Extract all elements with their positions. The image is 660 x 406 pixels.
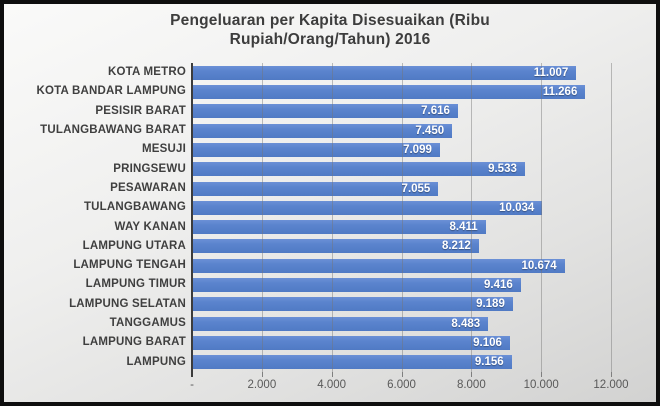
gridline	[471, 63, 473, 372]
category-label: LAMPUNG SELATAN	[69, 297, 186, 310]
bar[interactable]	[192, 355, 512, 370]
bar[interactable]	[192, 316, 489, 331]
x-axis-tick-mark	[401, 372, 403, 377]
category-label: KOTA BANDAR LAMPUNG	[36, 85, 186, 98]
bar-value-label: 8.483	[451, 317, 481, 330]
bar[interactable]	[192, 278, 521, 293]
bar[interactable]	[192, 239, 479, 254]
gridline	[401, 63, 403, 372]
x-axis-tick-label: 8.000	[456, 379, 486, 391]
bar-value-label: 7.450	[415, 124, 445, 137]
bar-value-label: 11.266	[542, 85, 578, 98]
category-label: MESUJI	[141, 143, 186, 156]
bar[interactable]	[192, 123, 453, 138]
x-axis-tick-mark	[261, 372, 263, 377]
bar-value-label: 9.533	[488, 163, 517, 176]
category-label: PRINGSEWU	[113, 162, 186, 175]
x-axis-tick-label: 4.000	[317, 379, 347, 391]
bar-value-label: 9.106	[473, 337, 502, 350]
category-label: PESAWARAN	[110, 181, 186, 194]
gridline	[331, 63, 333, 372]
bar[interactable]	[192, 220, 486, 235]
bar-value-label: 7.099	[403, 143, 432, 156]
bar[interactable]	[192, 65, 577, 80]
x-axis-tick-mark	[471, 372, 473, 377]
bar-value-label: 9.156	[474, 356, 504, 369]
category-label: KOTA METRO	[107, 66, 186, 78]
gridline	[541, 63, 543, 372]
bar-value-label: 10.674	[521, 259, 557, 272]
category-label: TANGGAMUS	[109, 317, 186, 330]
x-axis-tick-mark	[611, 372, 612, 377]
chart-title-line1: Pengeluaran per Kapita Disesuaikan (Ribu	[170, 12, 490, 29]
bar[interactable]	[192, 258, 565, 273]
bar[interactable]	[192, 84, 586, 99]
category-label: PESISIR BARAT	[95, 104, 186, 117]
bar[interactable]	[192, 104, 458, 119]
chart-title: Pengeluaran per Kapita Disesuaikan (Ribu…	[0, 11, 660, 49]
bar[interactable]	[192, 297, 513, 312]
bar-value-label: 11.007	[533, 66, 569, 79]
x-axis-tick-label: 10.000	[523, 379, 559, 391]
x-axis-tick-label: 6.000	[387, 379, 416, 391]
chart-title-line2: Rupiah/Orang/Tahun) 2016	[229, 31, 431, 48]
bar-value-label: 8.212	[441, 240, 471, 253]
category-label: LAMPUNG TENGAH	[73, 259, 186, 272]
x-axis-tick-label: 2.000	[247, 379, 277, 391]
category-label: WAY KANAN	[114, 220, 186, 233]
bar[interactable]	[192, 336, 510, 351]
category-label: LAMPUNG	[126, 355, 186, 368]
bar[interactable]	[192, 181, 439, 196]
x-axis-tick-mark	[331, 372, 333, 377]
category-label: TULANGBAWANG	[83, 201, 186, 214]
category-label: LAMPUNG TIMUR	[85, 278, 186, 291]
x-axis-tick-label: -	[190, 379, 194, 391]
bar-value-label: 7.616	[421, 105, 450, 118]
bar[interactable]	[192, 162, 525, 177]
bar-value-label: 9.416	[483, 279, 513, 292]
x-axis-tick-label: 12.000	[593, 379, 629, 391]
gridline	[261, 63, 263, 372]
y-axis-line	[191, 63, 193, 377]
category-label: LAMPUNG BARAT	[82, 336, 186, 349]
category-label: LAMPUNG UTARA	[82, 239, 186, 252]
bar-value-label: 8.411	[449, 221, 478, 234]
gridline	[611, 63, 612, 372]
bar[interactable]	[192, 200, 543, 215]
bar[interactable]	[192, 142, 440, 157]
x-axis-tick-mark	[541, 372, 543, 377]
bar-value-label: 7.055	[401, 182, 431, 195]
bar-value-label: 10.034	[499, 201, 535, 214]
category-label: TULANGBAWANG BARAT	[40, 123, 186, 136]
bar-value-label: 9.189	[476, 298, 505, 311]
